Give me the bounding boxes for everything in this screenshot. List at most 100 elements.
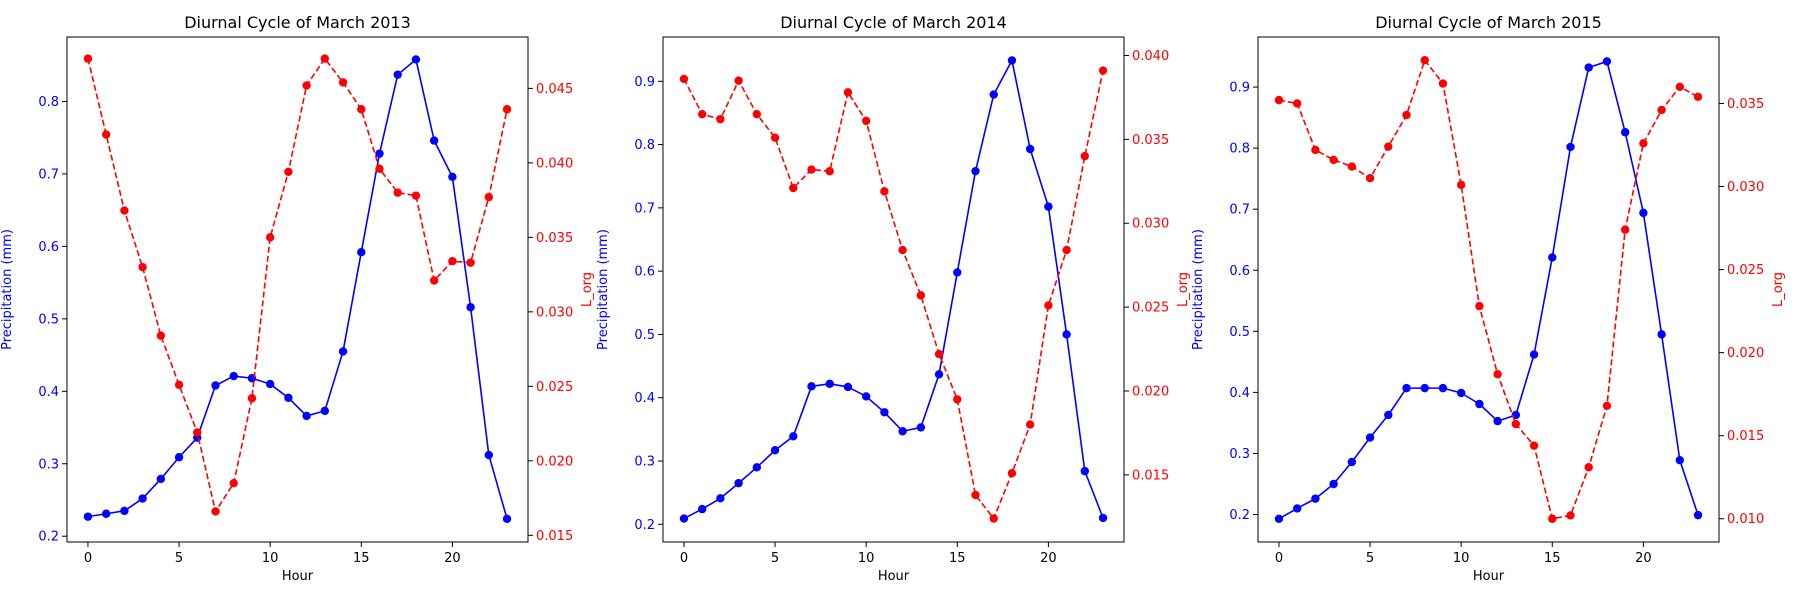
lorg-data-point: [1529, 441, 1539, 450]
lorg-data-point: [375, 164, 384, 174]
y-left-tick-label: 0.2: [634, 518, 655, 533]
precip-series-line: [87, 58, 508, 520]
lorg-data-point: [1384, 142, 1393, 151]
lorg-data-point: [284, 167, 293, 177]
precip-data-point: [1062, 330, 1071, 339]
precip-data-point: [1384, 410, 1393, 420]
y-left-axis-label: Precipitation (mm): [1191, 229, 1206, 350]
chart-panel-1: Diurnal Cycle of March 2013 0 5 10 15 20 Hour 0…: [0, 13, 595, 584]
lorg-data-point: [1511, 419, 1521, 429]
precip-data-point: [265, 379, 275, 389]
precip-data-point: [1025, 144, 1035, 154]
precip-data-point: [156, 474, 166, 484]
lorg-data-point: [265, 233, 275, 242]
y-right-tick-label: 0.025: [536, 380, 573, 395]
y-right-tick-label: 0.040: [1132, 49, 1169, 64]
x-tick-label: 15: [949, 551, 966, 566]
precip-data-point: [1548, 253, 1557, 262]
lorg-series-line: [87, 57, 508, 513]
y-left-tick-label: 0.9: [1229, 81, 1250, 96]
precip-data-point: [448, 172, 457, 182]
lorg-data-point: [1402, 110, 1411, 120]
precip-data-point: [284, 393, 293, 403]
chart-title: Diurnal Cycle of March 2014: [780, 13, 1007, 32]
precip-data-point: [1365, 433, 1375, 442]
chart-title: Diurnal Cycle of March 2015: [1375, 13, 1602, 32]
lorg-series-line: [683, 70, 1104, 520]
precip-data-point: [338, 347, 348, 356]
y-left-tick-label: 0.8: [1229, 142, 1250, 157]
lorg-data-point: [1657, 105, 1666, 115]
y-left-tick-label: 0.8: [38, 95, 59, 110]
x-tick-label: 10: [858, 551, 875, 566]
precip-series-line: [1278, 60, 1699, 520]
x-tick-label: 20: [444, 551, 461, 566]
lorg-data-point: [1329, 155, 1338, 165]
precip-data-point: [138, 494, 147, 503]
precip-data-point: [1566, 142, 1575, 152]
precip-data-point: [174, 453, 184, 462]
lorg-data-point: [953, 395, 962, 404]
precip-data-point: [1475, 399, 1484, 409]
y-left-tick-label: 0.7: [38, 167, 59, 182]
y-left-tick-label: 0.2: [38, 530, 59, 545]
y-left-tick-label: 0.8: [634, 138, 655, 153]
precip-data-point: [101, 509, 111, 518]
lorg-data-point: [716, 115, 725, 124]
y-left-tick-label: 0.5: [1229, 325, 1250, 340]
plot-frame: [662, 36, 1125, 543]
precip-data-point: [393, 70, 402, 79]
lorg-data-point: [697, 109, 707, 119]
lorg-data-point: [1347, 162, 1357, 171]
y-left-tick-label: 0.6: [1229, 264, 1250, 279]
y-right-tick-label: 0.020: [1132, 385, 1169, 400]
lorg-data-point: [1274, 95, 1284, 105]
y-left-tick-label: 0.9: [634, 75, 655, 90]
precip-data-point: [1080, 466, 1090, 476]
precip-data-point: [861, 392, 871, 401]
lorg-data-point: [825, 167, 834, 176]
chart-title: Diurnal Cycle of March 2013: [184, 13, 411, 32]
precip-data-point: [1493, 416, 1502, 426]
lorg-data-point: [679, 74, 689, 84]
precip-data-point: [880, 408, 889, 417]
lorg-data-point: [770, 133, 780, 142]
lorg-data-point: [1007, 469, 1017, 478]
precip-data-point: [1693, 510, 1703, 520]
lorg-data-point: [502, 105, 512, 114]
precip-data-point: [502, 514, 512, 524]
precip-data-point: [320, 406, 330, 416]
precip-series-line: [683, 59, 1104, 520]
lorg-data-point: [1044, 301, 1053, 310]
lorg-data-point: [843, 88, 853, 97]
precip-data-point: [934, 370, 944, 379]
lorg-data-point: [229, 478, 238, 488]
precip-data-point: [734, 478, 743, 488]
x-tick-label: 0: [1275, 551, 1283, 566]
y-left-tick-label: 0.4: [634, 391, 655, 406]
lorg-data-point: [320, 54, 330, 63]
plot-frame: [66, 36, 529, 543]
lorg-data-point: [1062, 245, 1071, 255]
lorg-data-point: [1493, 370, 1502, 379]
lorg-data-point: [120, 206, 129, 215]
lorg-data-point: [880, 187, 889, 196]
y-right-tick-label: 0.030: [536, 305, 573, 320]
y-right-tick-label: 0.015: [1132, 468, 1169, 483]
chart-panel-3: Diurnal Cycle of March 2015 0 5 10 15 20 Hour 0…: [1191, 13, 1786, 584]
precip-data-point: [1311, 494, 1320, 503]
precip-data-point: [1620, 128, 1630, 137]
y-right-axis-label: L_org: [1771, 272, 1786, 307]
y-right-tick-label: 0.030: [1727, 180, 1764, 195]
precip-data-point: [466, 303, 475, 312]
precip-data-point: [1602, 57, 1612, 66]
lorg-data-point: [734, 76, 743, 85]
precip-data-point: [357, 247, 366, 257]
precip-data-point: [679, 514, 689, 523]
x-tick-label: 0: [84, 551, 92, 566]
precip-data-point: [1402, 383, 1411, 393]
y-left-tick-label: 0.7: [634, 201, 655, 216]
precip-data-point: [1292, 504, 1302, 513]
precip-data-point: [843, 382, 853, 392]
x-tick-label: 0: [680, 551, 688, 566]
